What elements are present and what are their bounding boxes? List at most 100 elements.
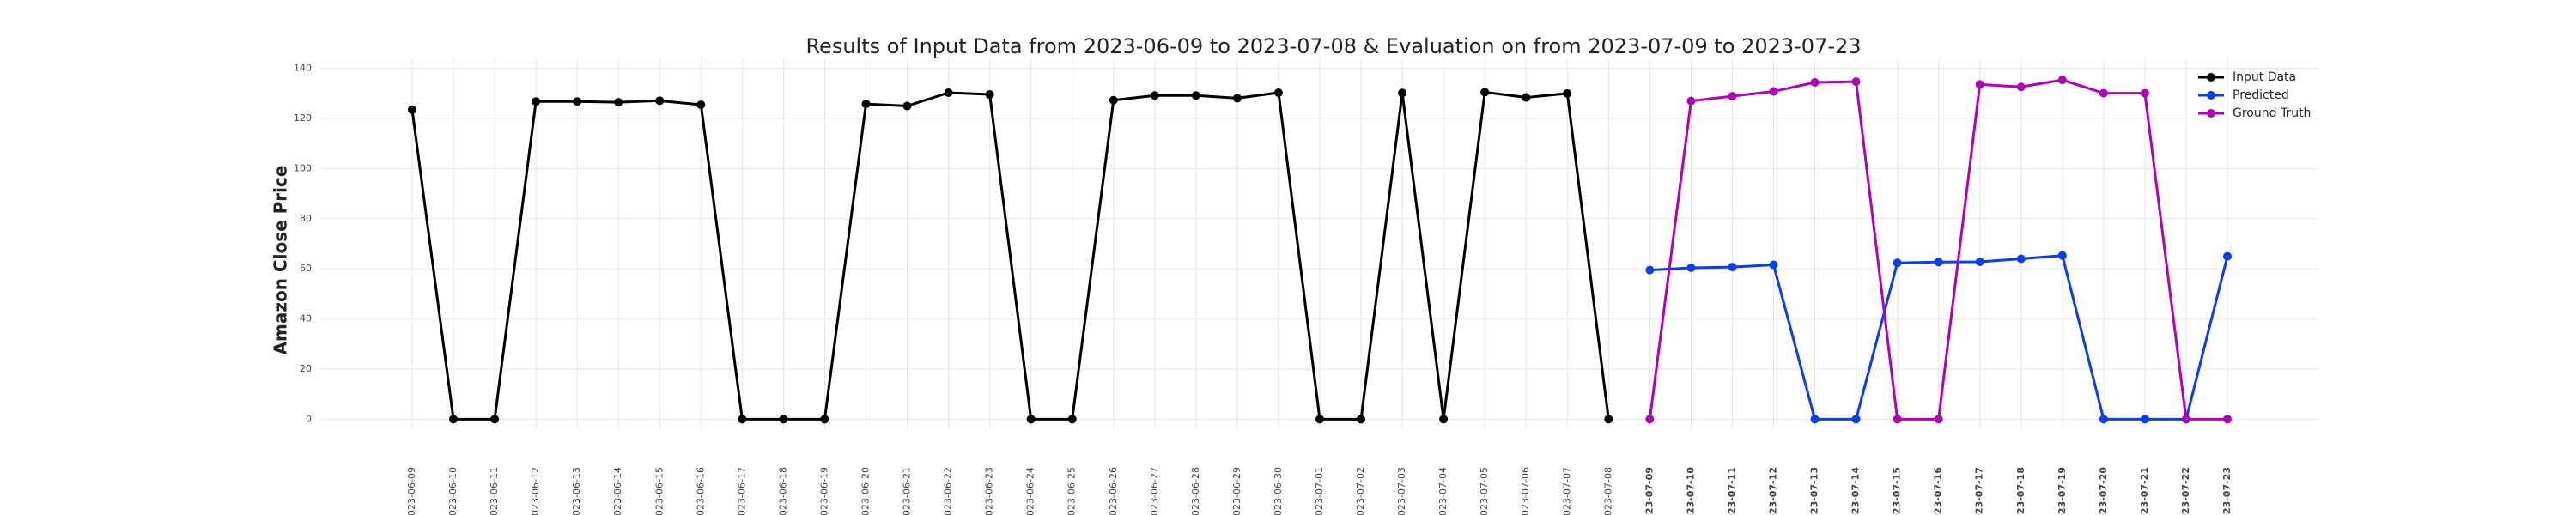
point: [696, 100, 706, 109]
y-axis-label: Amazon Close Price: [270, 166, 291, 355]
legend-label: Input Data: [2233, 70, 2296, 84]
y-tick-label: 140: [294, 63, 312, 74]
point: [2181, 415, 2190, 424]
x-tick-label: 2023-07-05: [1479, 467, 1490, 515]
point: [1893, 415, 1902, 424]
y-tick-label: 80: [300, 213, 312, 224]
x-tick-label: 2023-06-19: [818, 467, 829, 515]
point: [1315, 415, 1324, 424]
point: [1563, 88, 1572, 98]
point: [2016, 82, 2026, 92]
point: [1810, 78, 1820, 88]
point: [2099, 88, 2108, 98]
x-tick-label: 2023-07-22: [2180, 467, 2191, 515]
point: [1067, 415, 1077, 424]
x-tick-label: 2023-06-10: [447, 467, 459, 515]
series-line: [410, 90, 1610, 421]
x-tick-label: 2023-06-18: [777, 467, 788, 515]
point: [1480, 88, 1490, 97]
y-tick-label: 120: [294, 112, 312, 124]
x-tick-label: 2023-07-13: [1809, 467, 1820, 515]
x-tick-label: 2023-07-07: [1561, 467, 1572, 515]
point: [985, 90, 994, 100]
x-tick-label: 2023-07-10: [1685, 467, 1696, 515]
point: [1934, 258, 1943, 267]
x-tick-label: 2023-07-23: [2221, 467, 2233, 515]
x-tick-label: 2023-06-17: [736, 467, 747, 515]
x-tick-label: 2023-06-22: [943, 467, 954, 515]
point: [1728, 263, 1737, 272]
point: [820, 415, 829, 424]
point: [1769, 87, 1778, 96]
y-tick-label: 60: [300, 263, 312, 274]
legend-marker: [2207, 91, 2215, 100]
x-tick-label: 2023-07-11: [1726, 467, 1737, 515]
x-tick-label: 2023-06-12: [530, 467, 541, 515]
x-tick-label: 2023-07-12: [1768, 467, 1779, 515]
x-tick-label: 2023-06-27: [1149, 467, 1160, 515]
x-tick-label: 2023-07-15: [1892, 467, 1903, 515]
x-tick-label: 2023-06-13: [571, 467, 582, 515]
legend-label: Ground Truth: [2233, 106, 2311, 120]
x-tick-label: 2023-07-20: [2098, 467, 2109, 515]
x-tick-label: 2023-07-09: [1643, 467, 1655, 515]
x-tick-label: 2023-06-14: [612, 467, 623, 515]
point: [1769, 260, 1778, 270]
point: [902, 101, 912, 111]
point: [1150, 91, 1159, 100]
x-tick-label: 2023-06-23: [984, 467, 995, 515]
point: [1398, 88, 1407, 98]
point: [1686, 264, 1696, 273]
point: [1439, 415, 1449, 424]
point: [490, 415, 500, 424]
point: [1026, 415, 1036, 424]
point: [655, 96, 665, 106]
point: [738, 415, 747, 424]
x-tick-label: 2023-06-30: [1273, 467, 1284, 515]
x-tick-label: 2023-07-14: [1850, 467, 1862, 515]
point: [1686, 96, 1696, 106]
point: [1728, 92, 1737, 101]
x-tick-label: 2023-07-21: [2139, 467, 2150, 515]
point: [1975, 258, 1984, 267]
point: [2140, 88, 2149, 98]
x-tick-label: 2023-06-29: [1231, 467, 1242, 515]
point: [944, 88, 953, 97]
point: [1934, 415, 1943, 424]
legend-label: Predicted: [2233, 88, 2289, 102]
point: [1893, 258, 1902, 268]
point: [2223, 251, 2232, 261]
chart-title: Results of Input Data from 2023-06-09 to…: [805, 34, 1861, 58]
point: [1851, 415, 1861, 424]
x-tick-label: 2023-06-16: [695, 467, 706, 515]
point: [1191, 91, 1200, 100]
y-tick-label: 0: [306, 413, 312, 424]
x-tick-label: 2023-07-02: [1355, 467, 1366, 515]
x-tick-label: 2023-06-21: [902, 467, 913, 515]
point: [532, 97, 541, 106]
x-tick-label: 2023-07-18: [2015, 467, 2026, 515]
point: [1975, 80, 1984, 89]
point: [2140, 415, 2149, 424]
x-tick-label: 2023-07-16: [1933, 467, 1944, 515]
x-tick-label: 2023-07-01: [1314, 467, 1325, 515]
point: [573, 97, 582, 106]
x-tick-label: 2023-07-06: [1520, 467, 1531, 515]
x-tick-label: 2023-07-03: [1396, 467, 1407, 515]
y-tick-label: 20: [300, 363, 312, 374]
point: [1645, 415, 1655, 424]
point: [2099, 415, 2108, 424]
x-tick-label: 2023-06-09: [406, 467, 417, 515]
legend-marker: [2207, 109, 2215, 118]
point: [1273, 88, 1283, 97]
point: [1522, 93, 1531, 102]
x-tick-label: 2023-06-28: [1190, 467, 1201, 515]
point: [2057, 251, 2067, 260]
x-tick-label: 2023-06-26: [1108, 467, 1119, 515]
x-tick-label: 2023-06-11: [489, 467, 500, 515]
y-tick-label: 100: [294, 162, 312, 173]
point: [1604, 415, 1613, 424]
point: [614, 98, 623, 107]
x-tick-label: 2023-06-24: [1025, 467, 1036, 515]
